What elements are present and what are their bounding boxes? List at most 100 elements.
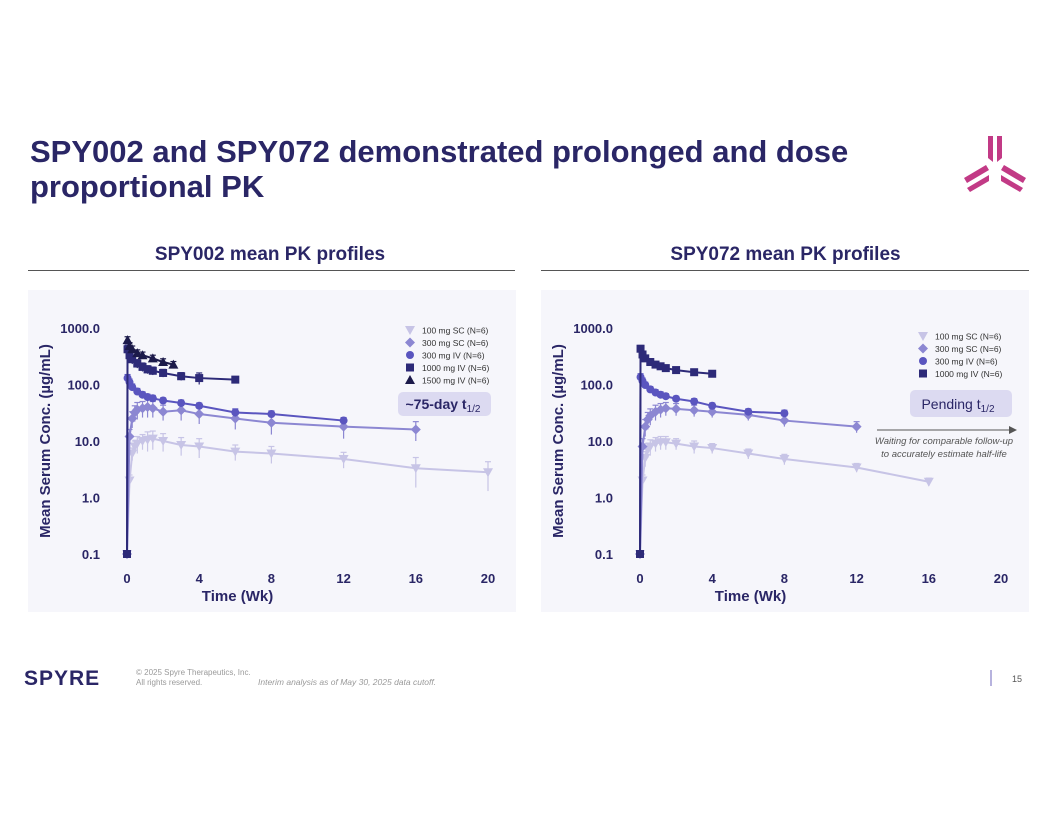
- legend-marker: [406, 351, 414, 359]
- data-point: [194, 409, 205, 420]
- data-point: [707, 444, 718, 454]
- data-point: [266, 449, 277, 459]
- chart-legend: 100 mg SC (N=6) 300 mg SC (N=6) 300 mg IV …: [405, 326, 489, 386]
- x-axis-label: Time (Wk): [202, 588, 273, 605]
- data-point: [708, 401, 717, 410]
- data-point: [127, 344, 138, 354]
- copyright-line-1: © 2025 Spyre Therapeutics, Inc.: [136, 668, 251, 677]
- series-4: [636, 344, 717, 558]
- x-tick-label: 12: [849, 571, 863, 586]
- data-point: [158, 357, 169, 367]
- x-tick-label: 8: [268, 571, 275, 586]
- series-5: [122, 335, 179, 369]
- data-point: [339, 416, 348, 425]
- data-point: [923, 477, 934, 487]
- spyre-wordmark: SPYRE: [24, 668, 100, 688]
- legend-marker: [919, 357, 927, 365]
- data-point: [231, 408, 240, 417]
- data-point: [645, 410, 656, 421]
- series-3: [123, 373, 348, 558]
- data-point: [195, 374, 204, 383]
- page-title: SPY002 and SPY072 demonstrated prolonged…: [30, 134, 849, 204]
- copyright-line-2: All rights reserved.: [136, 678, 203, 687]
- y-tick-label: 0.1: [82, 547, 100, 562]
- follow-up-note-line-1: Waiting for comparable follow-up: [875, 436, 1013, 447]
- data-point: [177, 372, 186, 381]
- y-tick-label: 1000.0: [60, 321, 100, 336]
- series-1: [122, 430, 493, 559]
- data-point: [646, 358, 655, 367]
- data-point: [707, 406, 718, 417]
- data-point: [148, 366, 157, 375]
- spy002-pk-chart: Mean Serum Conc. (µg/mL) 1000.0 100.0 10.0 1…: [28, 290, 516, 612]
- data-point: [338, 421, 349, 432]
- spyre-logo-mark-icon: [964, 136, 1026, 192]
- legend-label: 100 mg SC (N=6): [422, 326, 489, 336]
- spy002-chart-panel: Mean Serum Conc. (µg/mL) 1000.0 100.0 10.0 1…: [28, 290, 516, 612]
- data-point: [660, 403, 671, 414]
- legend-marker: [918, 332, 928, 341]
- legend-label: 300 mg SC (N=6): [935, 344, 1002, 354]
- data-point: [671, 403, 682, 414]
- left-divider: [28, 270, 515, 271]
- spy072-section-title: SPY072 mean PK profiles: [670, 244, 901, 265]
- spyre-wordmark-text: SPYRE: [24, 668, 100, 688]
- data-point: [851, 421, 862, 432]
- y-tick-label: 1.0: [595, 491, 613, 506]
- half-life-subscript: 1/2: [467, 404, 481, 415]
- data-point: [645, 442, 656, 452]
- y-tick-label: 100.0: [580, 378, 613, 393]
- x-tick-label: 0: [636, 571, 643, 586]
- data-point: [690, 397, 699, 406]
- data-point: [133, 359, 142, 368]
- chart-background: [541, 290, 1029, 612]
- legend-label: 1000 mg IV (N=6): [422, 363, 489, 373]
- half-life-badge: [398, 392, 491, 416]
- data-point: [661, 392, 670, 401]
- data-point: [168, 359, 179, 369]
- data-point: [230, 447, 241, 457]
- y-tick-label: 0.1: [595, 547, 613, 562]
- right-divider: [541, 270, 1029, 271]
- data-point: [122, 335, 133, 345]
- page-number: 15: [1012, 674, 1023, 684]
- data-point: [128, 355, 137, 364]
- x-tick-label: 12: [336, 571, 350, 586]
- data-point: [671, 439, 682, 449]
- data-point: [147, 434, 158, 444]
- follow-up-note-line-2: to accurately estimate half-life: [881, 449, 1007, 460]
- data-point: [655, 404, 666, 415]
- follow-up-arrow-head-icon: [1009, 426, 1017, 434]
- x-tick-label: 20: [481, 571, 495, 586]
- legend-label: 1000 mg IV (N=6): [935, 369, 1002, 379]
- data-point: [636, 550, 644, 558]
- y-tick-label: 10.0: [75, 434, 100, 449]
- data-point: [158, 406, 169, 417]
- legend-marker: [919, 369, 927, 378]
- data-point: [780, 409, 789, 418]
- data-point: [656, 362, 665, 371]
- page-number-divider: [990, 670, 992, 686]
- pending-badge: [910, 390, 1012, 417]
- data-point: [147, 403, 158, 414]
- data-point: [137, 350, 148, 360]
- data-point: [266, 417, 277, 428]
- y-tick-label: 100.0: [67, 378, 100, 393]
- data-point: [690, 368, 699, 377]
- legend-label: 1500 mg IV (N=6): [422, 376, 489, 386]
- x-axis-label: Time (Wk): [715, 588, 786, 605]
- data-point: [176, 405, 187, 416]
- data-point: [159, 396, 168, 405]
- half-life-badge-text: ~75-day t1/2: [406, 396, 481, 415]
- chart-legend: 100 mg SC (N=6) 300 mg SC (N=6) 300 mg IV …: [918, 332, 1002, 379]
- data-point: [410, 424, 421, 435]
- data-point: [661, 364, 670, 373]
- data-point: [779, 415, 790, 426]
- x-tick-label: 4: [196, 571, 204, 586]
- data-point: [651, 360, 660, 369]
- y-tick-label: 1.0: [82, 491, 100, 506]
- data-point: [230, 413, 241, 424]
- legend-label: 300 mg SC (N=6): [422, 338, 489, 348]
- data-point: [744, 407, 753, 416]
- data-point: [177, 399, 186, 408]
